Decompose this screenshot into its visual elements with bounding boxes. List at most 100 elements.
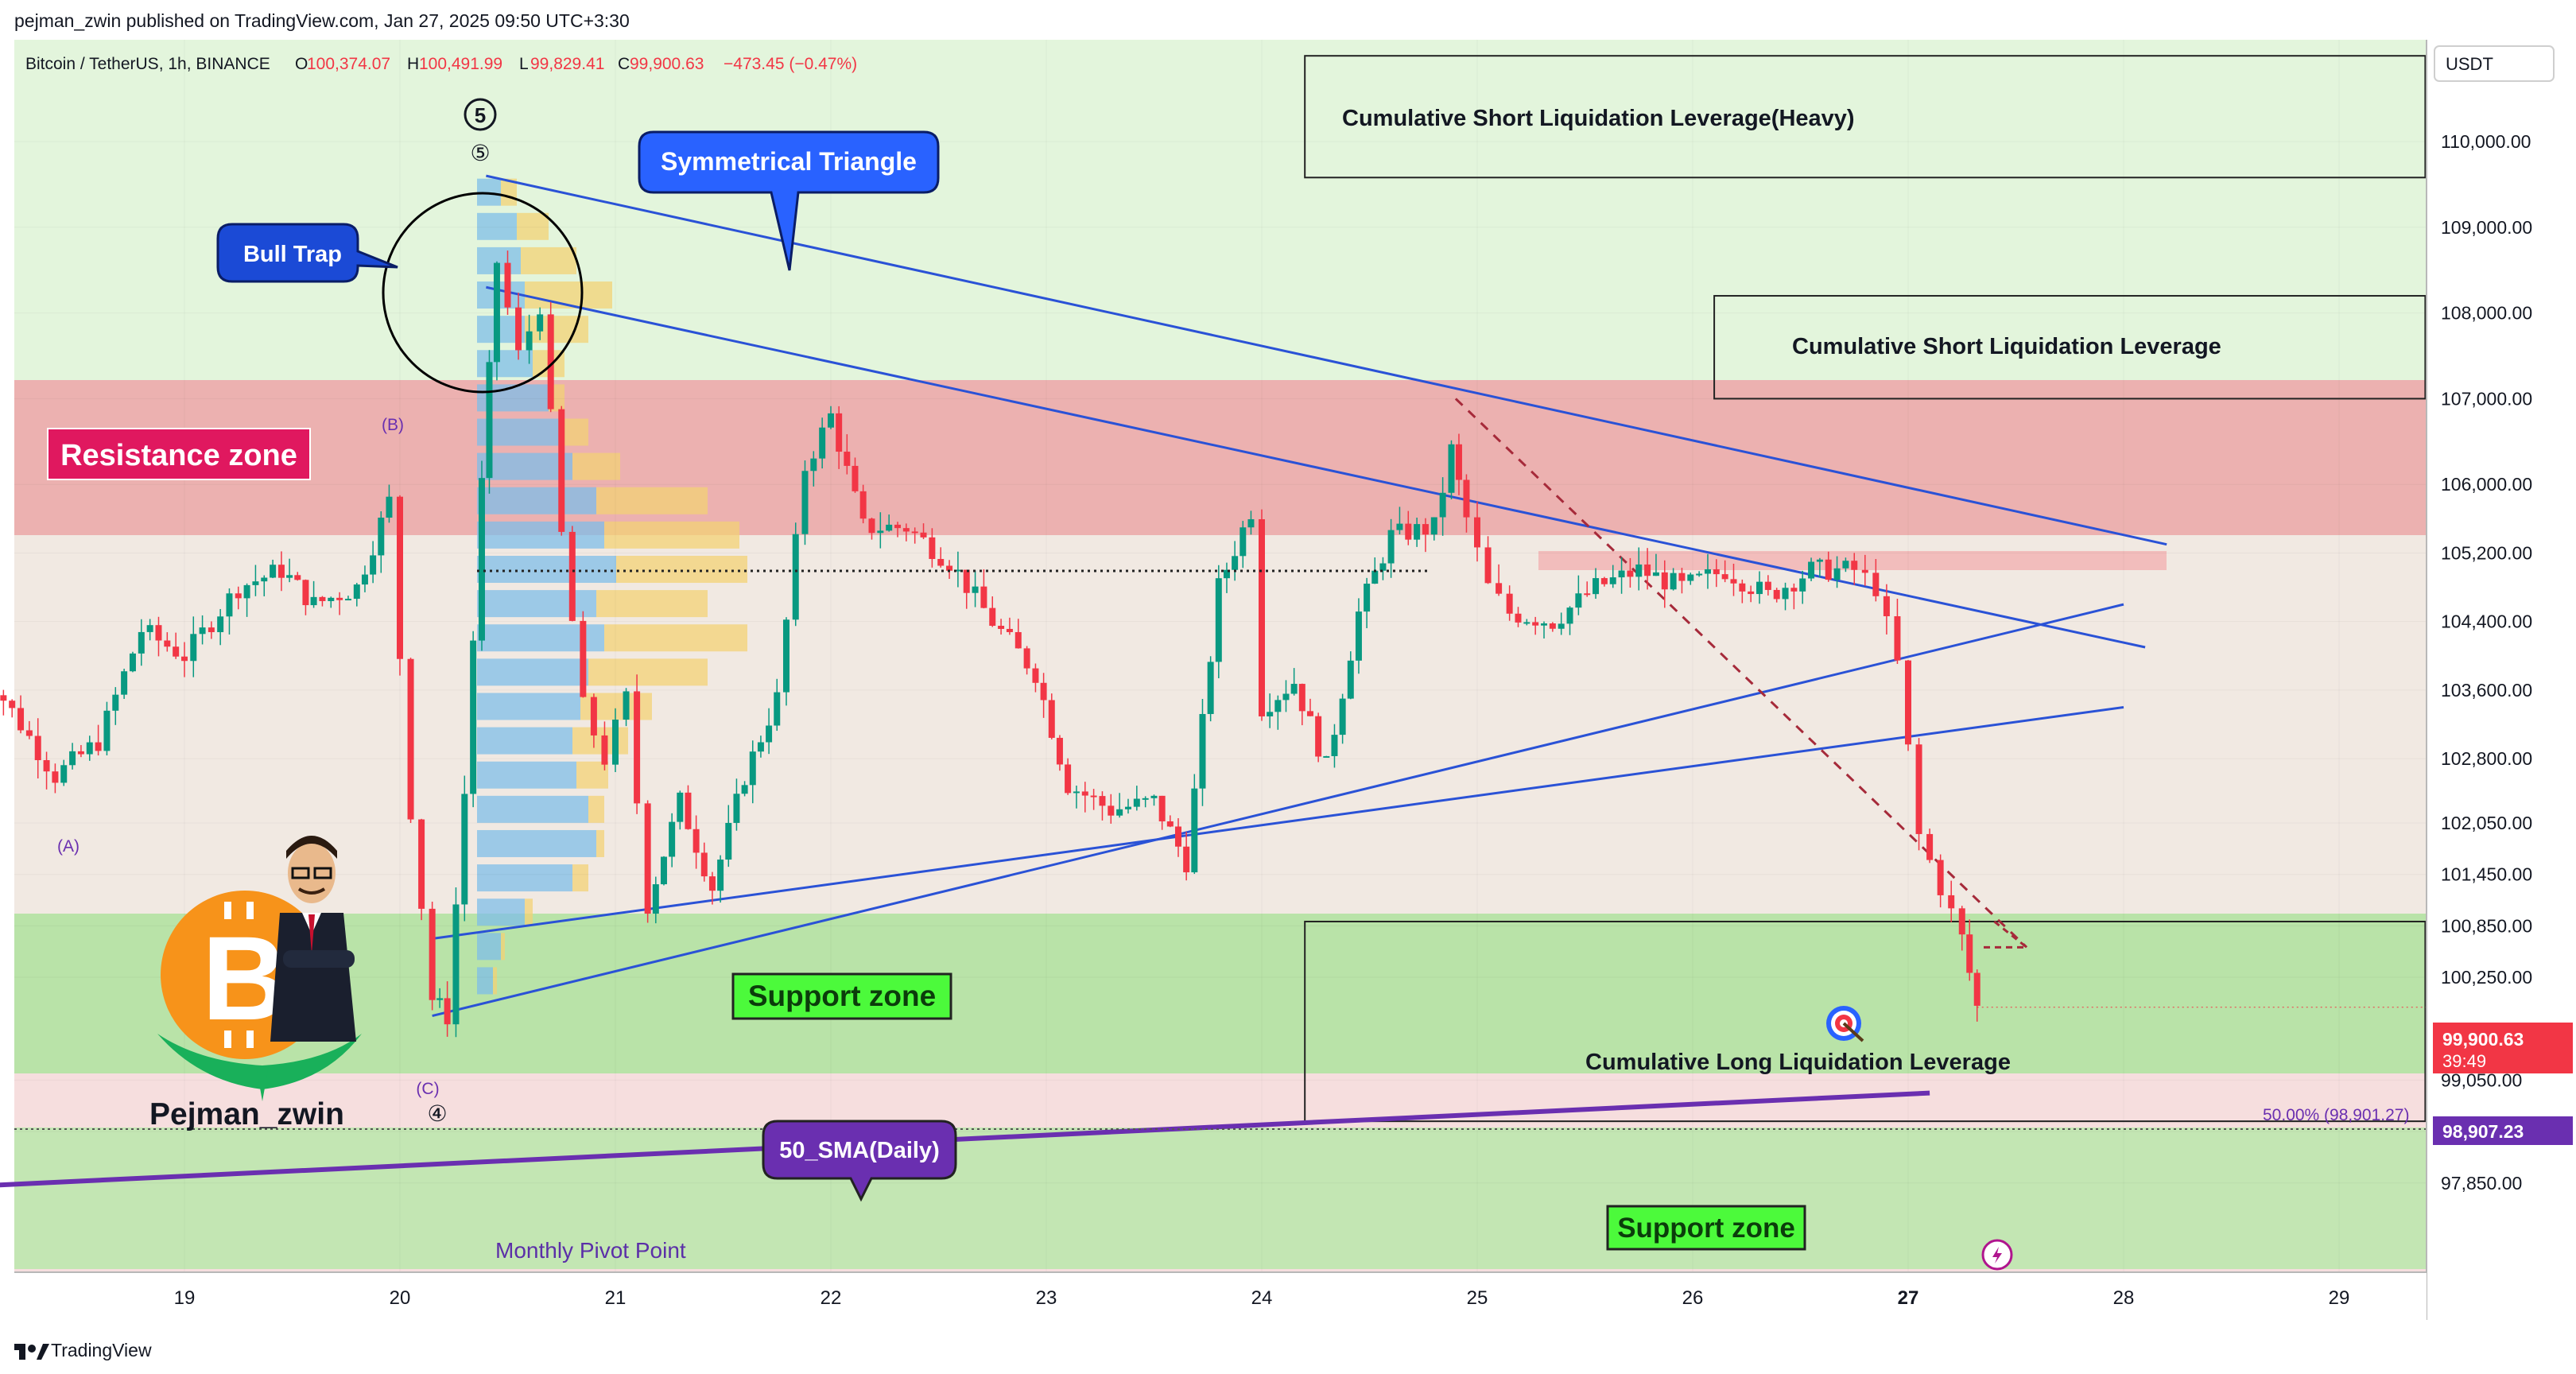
price-tick-label: 106,000.00: [2441, 474, 2532, 495]
candle-body: [60, 765, 68, 783]
support-zone-band: [14, 914, 2427, 1073]
candle-body: [310, 596, 317, 606]
candle-body: [717, 860, 724, 891]
symmetrical-triangle-label: Symmetrical Triangle: [661, 147, 917, 176]
candle-body: [547, 314, 554, 409]
candle-body: [819, 427, 826, 459]
candle-body: [1756, 581, 1763, 595]
candle-body: [452, 904, 460, 1025]
resistance-zone-label: Resistance zone: [60, 439, 297, 472]
candle-body: [52, 771, 59, 783]
time-tick-label: 29: [2329, 1287, 2350, 1309]
candle-body: [1627, 570, 1634, 577]
symbol-legend[interactable]: Bitcoin / TetherUS, 1h, BINANCE O 100,37…: [25, 55, 857, 73]
candle-body: [868, 518, 875, 534]
candle-body: [277, 565, 285, 578]
trendline: [486, 174, 2167, 546]
candle-body: [1678, 572, 1686, 581]
price-tick-label: 107,000.00: [2441, 388, 2532, 409]
candle-body: [1183, 846, 1190, 873]
candle-body: [1124, 806, 1131, 809]
candle-body: [946, 565, 953, 571]
close-value: 99,900.63: [630, 55, 704, 73]
candle-body: [792, 534, 799, 620]
candle-body: [1926, 833, 1934, 860]
candle-body: [1652, 572, 1659, 576]
candle-body: [929, 537, 936, 559]
candle-body: [1696, 573, 1703, 576]
close-label: C: [618, 55, 630, 73]
candle-body: [1713, 569, 1720, 575]
pink-background: [14, 1073, 2427, 1128]
price-tick-label: 101,450.00: [2441, 864, 2532, 885]
candle-body: [1396, 523, 1403, 530]
candle-body: [568, 531, 576, 621]
candle-body: [1730, 579, 1737, 584]
volume-profile-bar-down: [521, 246, 576, 274]
candle-body: [1825, 559, 1832, 580]
candle-body: [1414, 524, 1421, 540]
candle-body: [1670, 572, 1677, 590]
currency-box[interactable]: [2434, 45, 2555, 82]
symbol-name[interactable]: Bitcoin / TetherUS, 1h, BINANCE: [25, 55, 270, 73]
candle-body: [902, 528, 910, 532]
time-tick-label: 21: [605, 1287, 627, 1309]
candle-body: [1474, 517, 1480, 548]
time-axis: [14, 1272, 2427, 1320]
high-value: 100,491.99: [419, 55, 502, 73]
candle-body: [1816, 559, 1823, 562]
volume-profile-bar-down: [588, 795, 604, 823]
candle-body: [1593, 578, 1600, 595]
candle-body: [1355, 611, 1362, 661]
price-tick-label: 100,850.00: [2441, 915, 2532, 936]
volume-profile-bar-down: [588, 658, 708, 686]
volume-profile-bar-up: [477, 487, 596, 514]
time-tick-label: 28: [2113, 1287, 2135, 1309]
candle-body: [920, 532, 927, 538]
candle-body: [1905, 660, 1911, 745]
candle-body: [1364, 584, 1371, 612]
volume-profile-bar-up: [477, 933, 501, 961]
candle-body: [418, 819, 425, 909]
candle-body: [1764, 581, 1771, 590]
candle-body: [436, 998, 444, 1000]
candle-body: [1541, 623, 1548, 626]
candle-body: [478, 478, 485, 641]
volume-profile-bar-down: [564, 418, 588, 446]
price-tick-label: 102,800.00: [2441, 748, 2532, 769]
price-tick-label: 104,400.00: [2441, 611, 2532, 632]
candle-body: [1073, 791, 1080, 794]
sma-price-value: 98,907.23: [2442, 1121, 2524, 1142]
candle-body: [34, 736, 41, 760]
candle-body: [328, 597, 335, 601]
support-zone-label-box-1: [731, 972, 952, 1020]
liquidation-box: [1713, 295, 2427, 400]
candle-body: [1116, 809, 1123, 816]
candle-body: [1609, 577, 1616, 584]
avatar: [270, 836, 356, 1042]
sma-label: 50_SMA(Daily): [779, 1138, 939, 1163]
flash-icon[interactable]: [1981, 1239, 2013, 1271]
candle-body: [146, 625, 153, 632]
candle-body: [859, 491, 867, 519]
candle-body: [43, 759, 50, 772]
currency-label[interactable]: USDT: [2446, 54, 2493, 74]
time-tick-label: 25: [1467, 1287, 1488, 1309]
candle-body: [1387, 530, 1395, 564]
candle-body: [1808, 561, 1815, 579]
candle-body: [515, 307, 522, 351]
candle-body: [1199, 713, 1206, 789]
publish-line: pejman_zwin published on TradingView.com…: [14, 10, 630, 31]
last-price-tag: [2433, 1023, 2573, 1073]
bull-trap-callout: [216, 223, 398, 283]
candle-body: [1861, 569, 1868, 573]
candle-body: [963, 569, 970, 593]
candle-body: [235, 593, 242, 599]
candle-body: [1331, 735, 1338, 756]
wave-5-top-digit: 5: [475, 103, 486, 127]
candle-body: [103, 710, 111, 751]
candle-body: [1515, 613, 1522, 623]
candle-body: [612, 720, 619, 765]
price-tick-label: 105,200.00: [2441, 542, 2532, 563]
